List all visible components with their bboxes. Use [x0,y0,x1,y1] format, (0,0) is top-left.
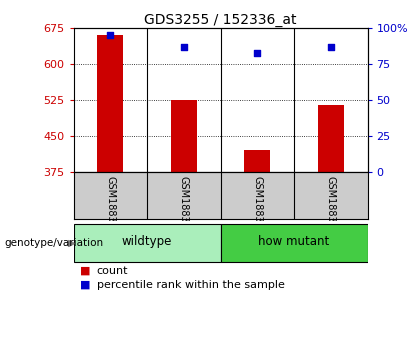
Text: GSM188347: GSM188347 [326,176,336,234]
Text: wildtype: wildtype [122,235,172,248]
Point [181,44,187,50]
Bar [171,100,197,172]
Text: ■: ■ [80,266,90,276]
Bar [220,224,368,262]
Text: GSM188346: GSM188346 [179,176,189,234]
Text: how mutant: how mutant [258,235,330,248]
Bar [74,224,220,262]
Point [107,33,113,38]
Title: GDS3255 / 152336_at: GDS3255 / 152336_at [144,13,297,27]
Bar [318,105,344,172]
Text: GSM188344: GSM188344 [105,176,115,234]
Text: percentile rank within the sample: percentile rank within the sample [97,280,284,290]
Text: count: count [97,266,128,276]
Point [328,44,334,50]
Text: genotype/variation: genotype/variation [4,238,103,248]
Text: GSM188345: GSM188345 [252,176,262,234]
Point [254,50,260,56]
Bar [97,35,123,172]
Bar [244,150,270,172]
Text: ■: ■ [80,280,90,290]
